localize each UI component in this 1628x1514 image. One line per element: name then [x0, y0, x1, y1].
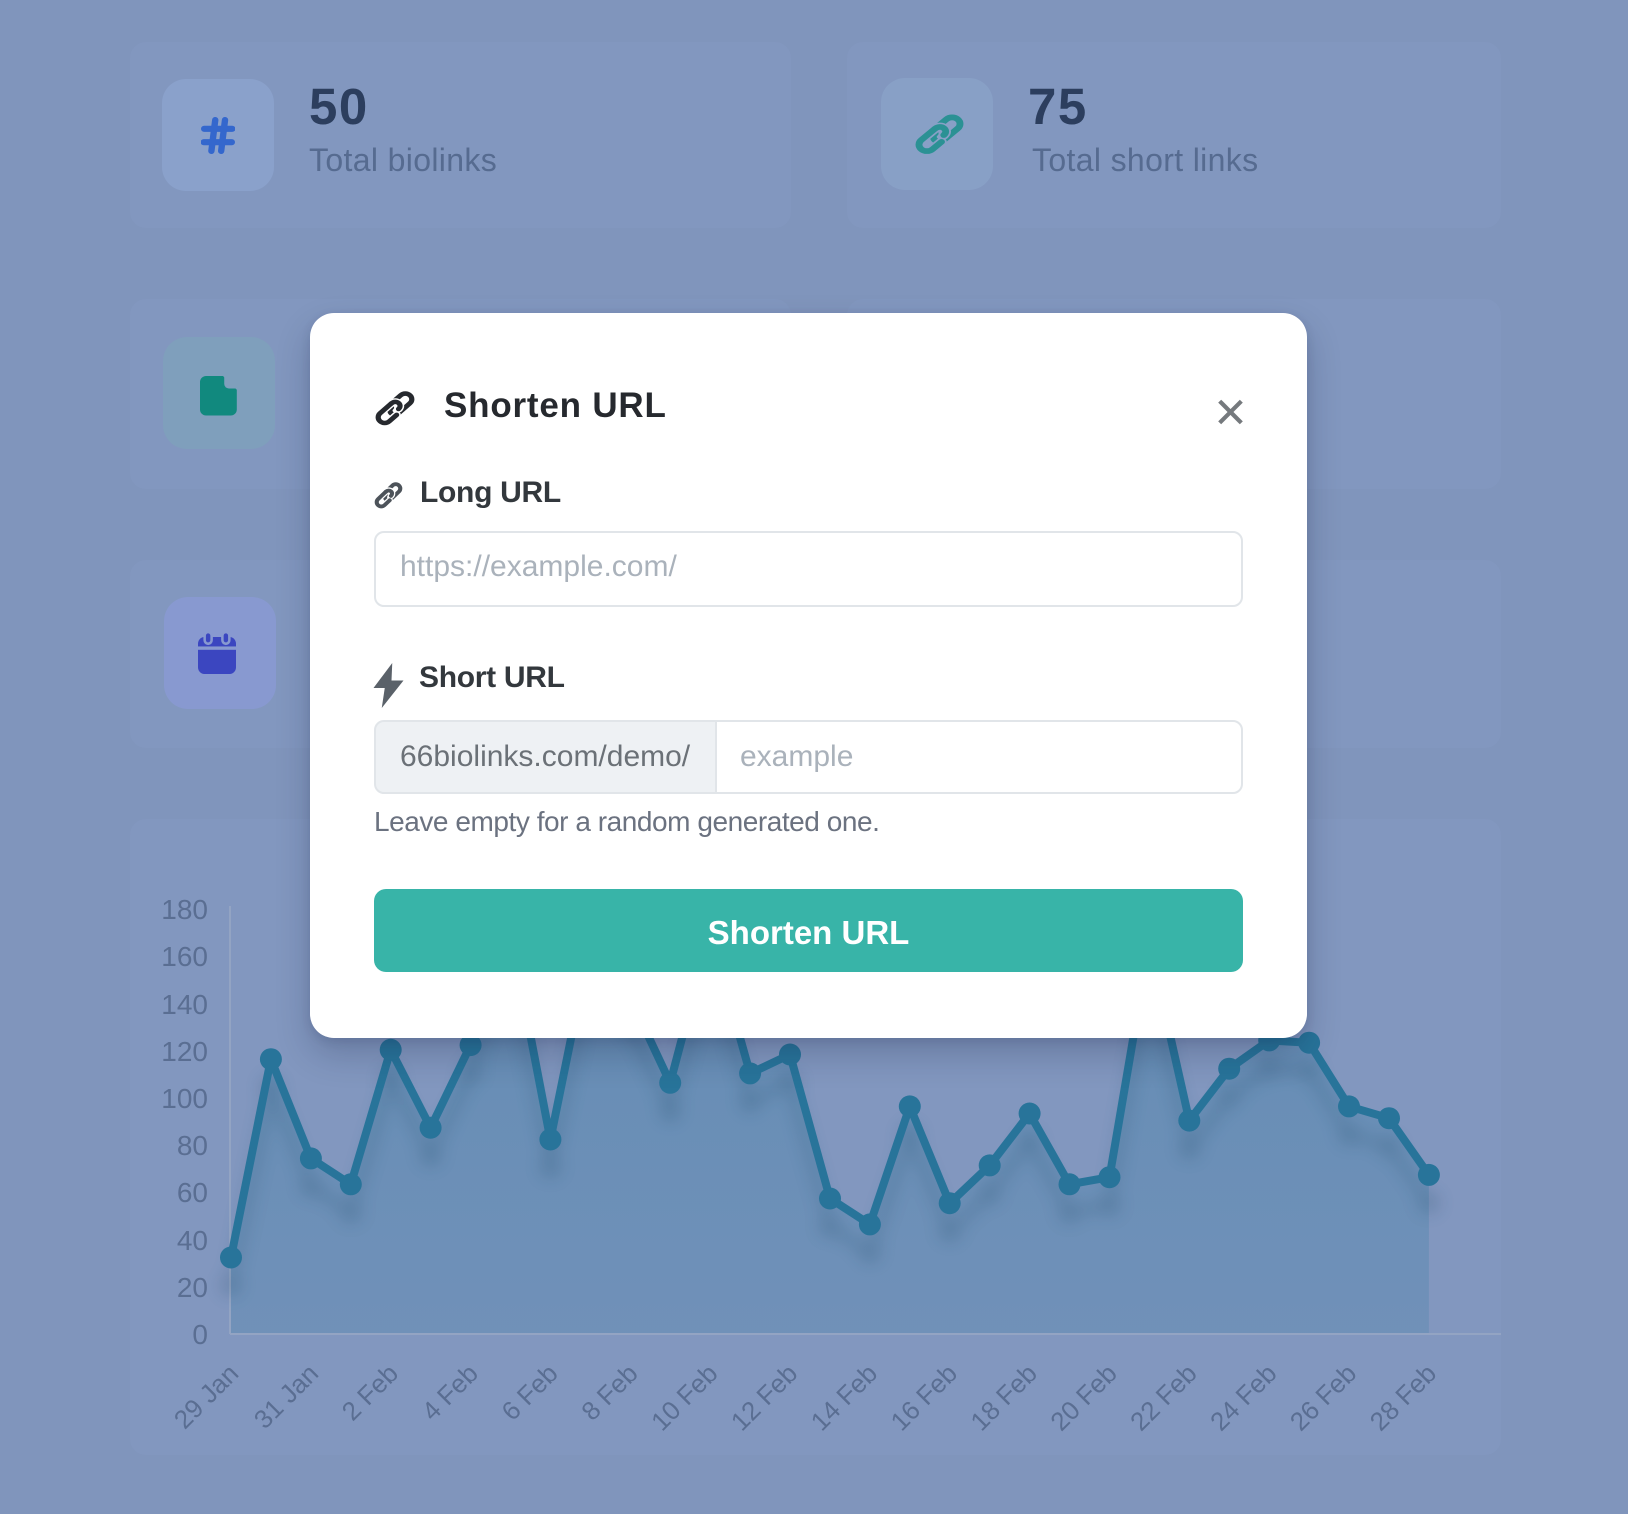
- svg-text:24 Feb: 24 Feb: [1204, 1358, 1282, 1436]
- svg-text:120: 120: [161, 1036, 208, 1067]
- svg-text:31 Jan: 31 Jan: [248, 1358, 324, 1434]
- svg-text:20: 20: [177, 1272, 208, 1303]
- svg-text:6 Feb: 6 Feb: [495, 1358, 563, 1426]
- svg-text:180: 180: [161, 894, 208, 925]
- svg-text:140: 140: [161, 989, 208, 1020]
- svg-text:2 Feb: 2 Feb: [336, 1358, 404, 1426]
- svg-text:20 Feb: 20 Feb: [1044, 1358, 1122, 1436]
- svg-text:80: 80: [177, 1130, 208, 1161]
- svg-text:160: 160: [161, 941, 208, 972]
- svg-text:8 Feb: 8 Feb: [575, 1358, 643, 1426]
- svg-text:100: 100: [161, 1083, 208, 1114]
- svg-text:12 Feb: 12 Feb: [725, 1358, 803, 1436]
- svg-text:28 Feb: 28 Feb: [1364, 1358, 1442, 1436]
- svg-text:4 Feb: 4 Feb: [416, 1358, 484, 1426]
- svg-text:14 Feb: 14 Feb: [805, 1358, 883, 1436]
- svg-text:60: 60: [177, 1177, 208, 1208]
- svg-text:10 Feb: 10 Feb: [645, 1358, 723, 1436]
- svg-text:29 Jan: 29 Jan: [168, 1358, 244, 1434]
- svg-text:18 Feb: 18 Feb: [964, 1358, 1042, 1436]
- svg-text:22 Feb: 22 Feb: [1124, 1358, 1202, 1436]
- svg-text:16 Feb: 16 Feb: [884, 1358, 962, 1436]
- svg-text:0: 0: [192, 1319, 208, 1350]
- svg-text:40: 40: [177, 1225, 208, 1256]
- svg-text:26 Feb: 26 Feb: [1284, 1358, 1362, 1436]
